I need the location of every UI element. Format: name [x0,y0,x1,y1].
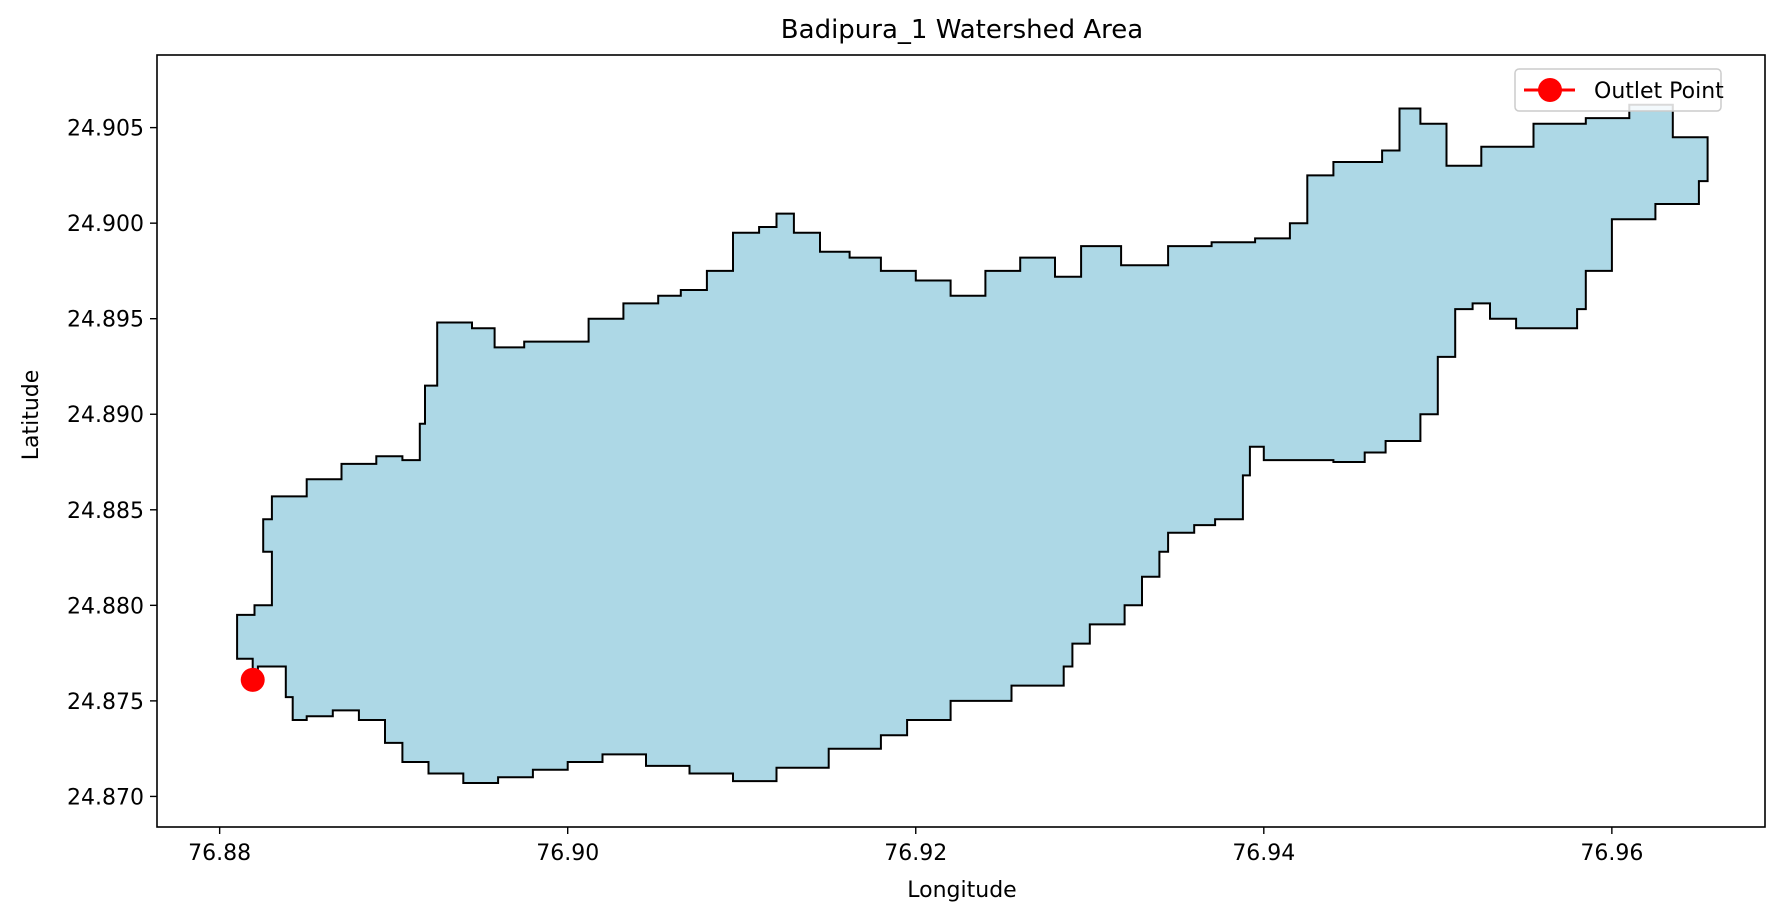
y-tick-label: 24.900 [67,212,144,237]
y-axis-title: Latitude [19,370,44,461]
axes-frame [156,54,1766,828]
x-tick-label: 76.90 [536,841,599,866]
chart-title: Badipura_1 Watershed Area [781,15,1143,45]
x-tick-label: 76.94 [1232,841,1295,866]
y-tick-label: 24.880 [67,594,144,619]
legend[interactable]: Outlet Point [1514,68,1724,112]
y-tick-label: 24.890 [67,403,144,428]
axes: 76.88 76.90 76.92 76.94 76.96 24.870 24.875 24.… [67,54,1766,866]
y-tick-label: 24.905 [67,117,144,142]
x-tick-label: 76.88 [188,841,251,866]
legend-outlet-marker [1538,78,1562,102]
y-tick-label: 24.870 [67,785,144,810]
legend-box [1514,68,1722,112]
x-tick-label: 76.92 [884,841,947,866]
outlet-point-marker[interactable] [240,667,265,692]
legend-outlet-label: Outlet Point [1594,79,1724,104]
x-axis-title: Longitude [907,878,1016,903]
x-tick-label: 76.96 [1580,841,1643,866]
y-tick-label: 24.885 [67,499,144,524]
plot-area [236,103,1709,784]
y-tick-label: 24.875 [67,690,144,715]
watershed-polygon-0 [236,103,1709,784]
y-tick-label: 24.895 [67,308,144,333]
